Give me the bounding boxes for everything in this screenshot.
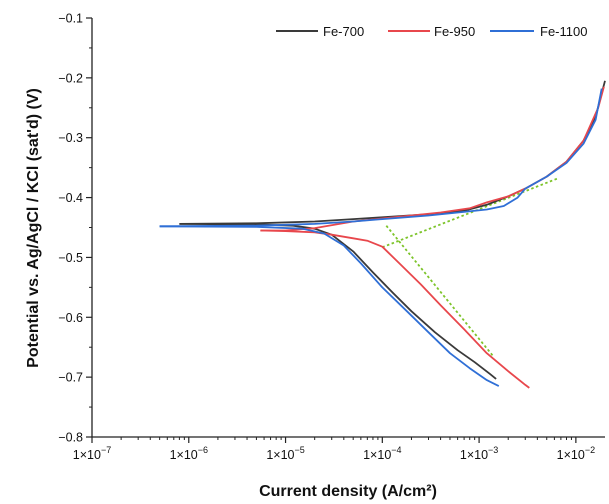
y-tick-label: −0.2 bbox=[58, 71, 83, 85]
x-tick-label: 1×10−3 bbox=[460, 445, 498, 462]
tafel-line bbox=[381, 177, 559, 249]
series-fe-1100-anodic-line bbox=[159, 88, 603, 228]
axis-ticks: 1×10−7 1×10−6 1×10−5 1×10−4 1×10−3 1×10−2 −0.8… bbox=[58, 12, 595, 463]
legend-label-fe-950: Fe-950 bbox=[434, 24, 475, 39]
y-tick-label: −0.1 bbox=[58, 12, 83, 26]
x-tick-label: 1×10−6 bbox=[170, 445, 208, 462]
x-tick-label: 1×10−7 bbox=[73, 445, 111, 462]
legend-label-fe-1100: Fe-1100 bbox=[540, 24, 587, 39]
series-fe-700-anodic-line bbox=[179, 80, 606, 225]
series-fe-1100-cathodic-line bbox=[159, 225, 500, 387]
y-axis-title: Potential vs. Ag/AgCl / KCl (sat'd) (V) bbox=[25, 88, 42, 368]
y-tick-label: −0.3 bbox=[58, 131, 83, 145]
series-fe-950-cathodic-line bbox=[260, 229, 530, 389]
tafel-line bbox=[385, 225, 494, 357]
plot-area: 1×10−7 1×10−6 1×10−5 1×10−4 1×10−3 1×10−2 −0.8… bbox=[58, 12, 606, 463]
y-tick-label: −0.8 bbox=[58, 431, 83, 445]
y-tick-label: −0.5 bbox=[58, 251, 83, 265]
series-lines bbox=[159, 80, 606, 389]
y-tick-label: −0.4 bbox=[58, 191, 83, 205]
x-tick-label: 1×10−4 bbox=[363, 445, 401, 462]
series-fe-950-anodic-line bbox=[260, 86, 605, 232]
y-tick-label: −0.7 bbox=[58, 371, 83, 385]
series-fe-700-cathodic-line bbox=[179, 223, 497, 380]
legend: Fe-700 Fe-950 Fe-1100 bbox=[276, 24, 587, 39]
legend-label-fe-700: Fe-700 bbox=[323, 24, 364, 39]
tafel-lines bbox=[381, 177, 559, 357]
y-tick-label: −0.6 bbox=[58, 311, 83, 325]
x-tick-label: 1×10−5 bbox=[266, 445, 304, 462]
x-axis-title: Current density (A/cm²) bbox=[259, 483, 437, 500]
x-tick-label: 1×10−2 bbox=[557, 445, 595, 462]
